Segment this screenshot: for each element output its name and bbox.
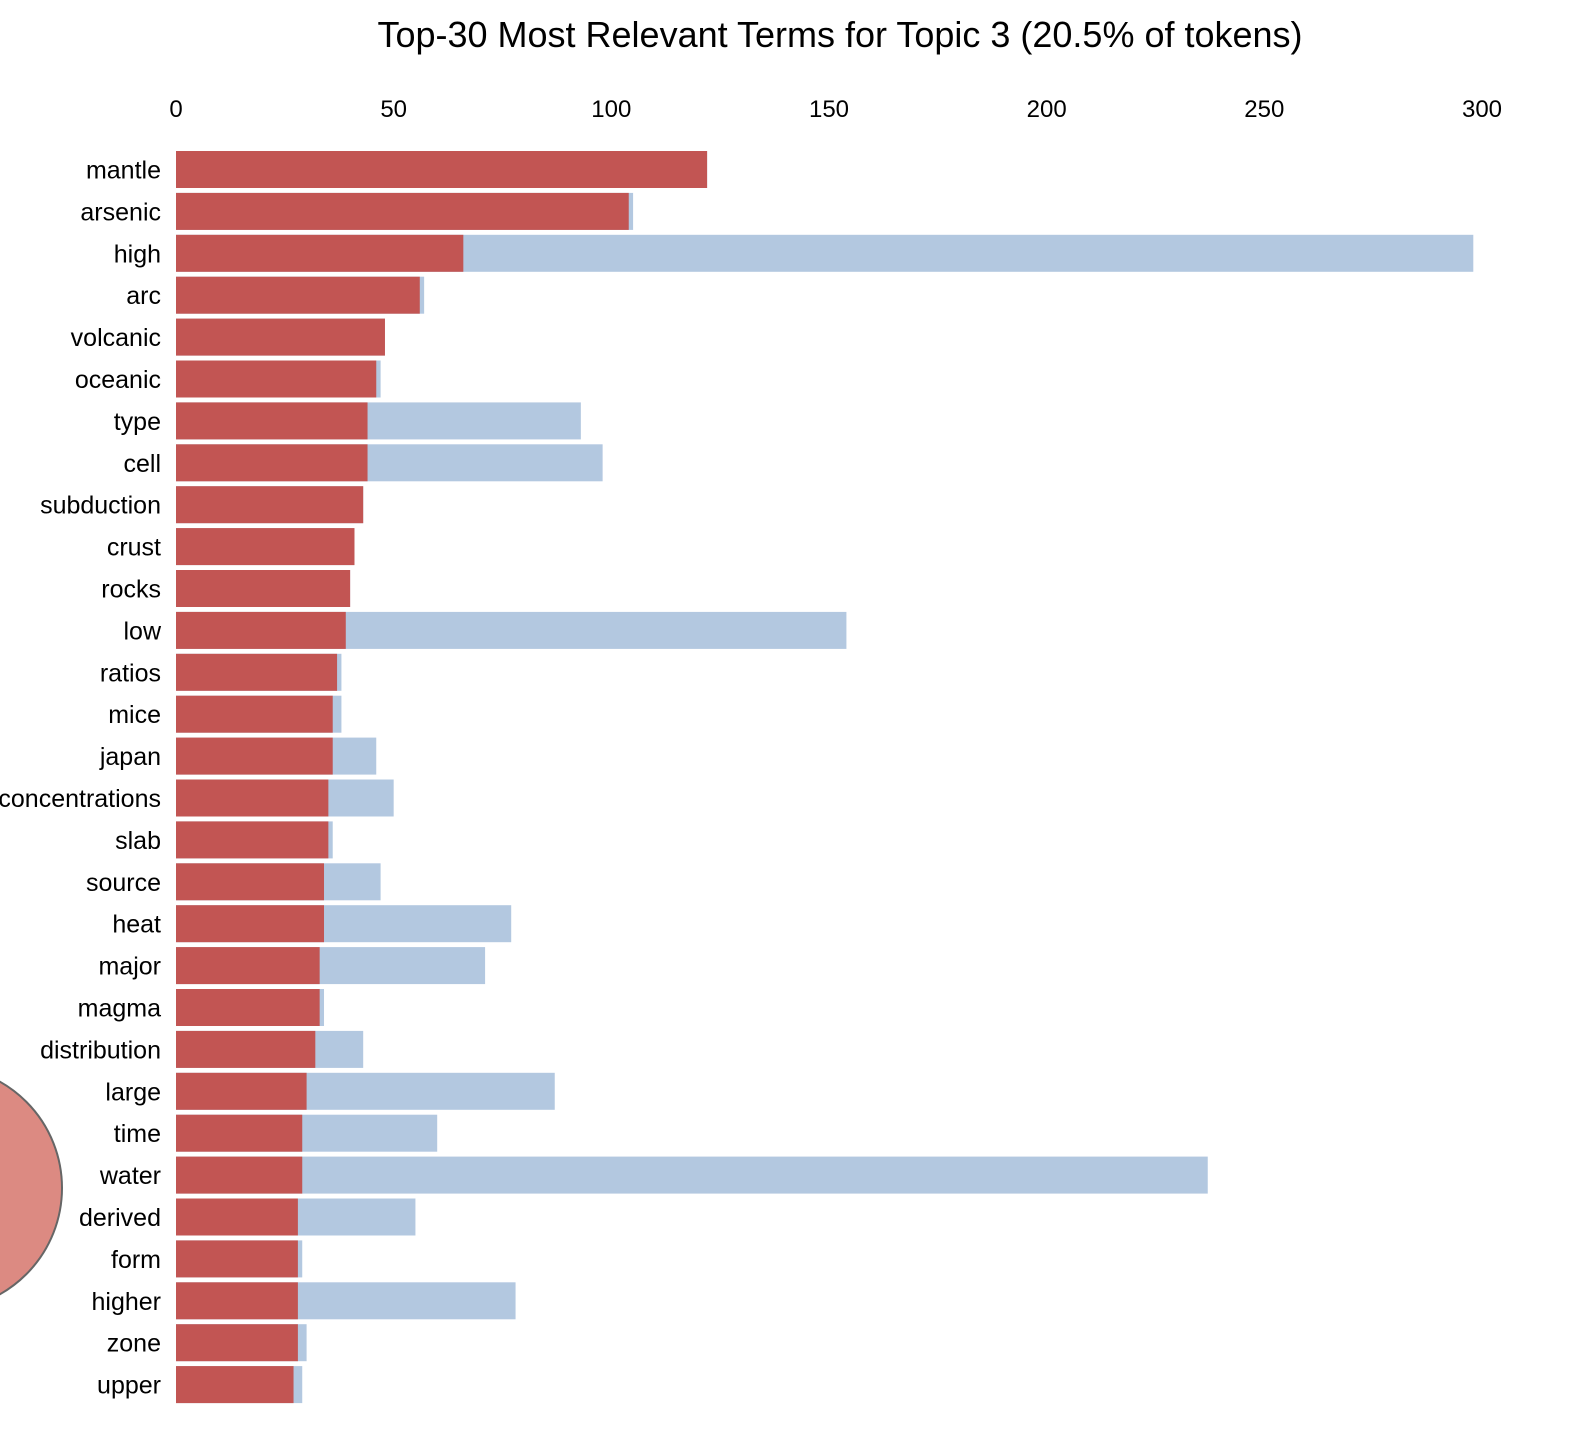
- term-label[interactable]: water: [99, 1162, 161, 1190]
- topic-bar[interactable]: [176, 905, 325, 943]
- topic-bar[interactable]: [176, 1198, 298, 1236]
- term-label[interactable]: volcanic: [71, 324, 161, 352]
- term-label[interactable]: arc: [126, 282, 161, 310]
- topic-bar[interactable]: [176, 318, 385, 356]
- x-axis: 0 50 100 150 200 250 300: [169, 96, 1502, 123]
- topic-bar[interactable]: [176, 486, 364, 524]
- term-label[interactable]: rocks: [101, 576, 161, 604]
- topic-bar[interactable]: [176, 276, 420, 314]
- topic-bar[interactable]: [176, 402, 368, 440]
- x-tick-label: 0: [169, 96, 182, 123]
- term-label[interactable]: cell: [123, 450, 161, 478]
- topic-bar[interactable]: [176, 151, 708, 188]
- term-label[interactable]: derived: [79, 1204, 161, 1232]
- topic-bar[interactable]: [176, 1282, 298, 1320]
- term-label[interactable]: crust: [107, 534, 161, 562]
- x-tick-label: 100: [591, 96, 631, 123]
- term-label[interactable]: large: [105, 1078, 161, 1106]
- chart-title: Top-30 Most Relevant Terms for Topic 3 (…: [377, 14, 1303, 55]
- x-tick-label: 150: [809, 96, 849, 123]
- topic-bar[interactable]: [176, 947, 320, 985]
- topic-bar[interactable]: [176, 360, 377, 398]
- term-label[interactable]: magma: [78, 995, 161, 1023]
- bars: [176, 151, 1474, 1404]
- topic-bar[interactable]: [176, 234, 464, 272]
- term-label[interactable]: subduction: [40, 492, 161, 520]
- term-label[interactable]: mice: [108, 701, 161, 729]
- term-label[interactable]: low: [123, 617, 161, 645]
- topic-bar[interactable]: [176, 653, 338, 691]
- topic-bar[interactable]: [176, 989, 320, 1026]
- term-labels: mantle arsenic high arc volcanic oceanic type c…: [0, 157, 162, 1400]
- term-label[interactable]: mantle: [86, 157, 161, 185]
- term-label[interactable]: ratios: [100, 659, 161, 687]
- term-label[interactable]: major: [98, 953, 161, 981]
- topic-bar[interactable]: [176, 1072, 307, 1110]
- term-label[interactable]: heat: [112, 911, 161, 939]
- overall-bar[interactable]: [176, 1156, 1208, 1194]
- topic-bar[interactable]: [176, 570, 351, 607]
- topic-bar[interactable]: [176, 444, 368, 482]
- topic-bar[interactable]: [176, 695, 333, 733]
- topic-bar[interactable]: [176, 737, 333, 775]
- x-tick-label: 300: [1462, 96, 1502, 123]
- topic-bar[interactable]: [176, 611, 346, 649]
- term-label[interactable]: oceanic: [75, 366, 161, 394]
- term-label[interactable]: concentrations: [0, 785, 161, 813]
- term-label[interactable]: zone: [107, 1330, 161, 1358]
- term-label[interactable]: high: [114, 240, 161, 268]
- term-label[interactable]: time: [114, 1120, 161, 1148]
- term-label[interactable]: slab: [115, 827, 161, 855]
- topic-bar[interactable]: [176, 821, 329, 859]
- term-label[interactable]: form: [111, 1246, 161, 1274]
- term-label[interactable]: source: [86, 869, 161, 897]
- topic-bar[interactable]: [176, 1366, 294, 1404]
- topic-bar[interactable]: [176, 1156, 303, 1194]
- topic-bar[interactable]: [176, 1324, 298, 1362]
- term-label[interactable]: upper: [97, 1372, 161, 1400]
- topic-bar[interactable]: [176, 1030, 316, 1068]
- topic-bar[interactable]: [176, 192, 629, 230]
- topic-bar[interactable]: [176, 1114, 303, 1152]
- topic-bar[interactable]: [176, 528, 355, 566]
- x-tick-label: 250: [1244, 96, 1284, 123]
- term-label[interactable]: arsenic: [80, 198, 161, 226]
- term-label[interactable]: japan: [99, 743, 161, 771]
- term-label[interactable]: higher: [92, 1288, 162, 1316]
- term-label[interactable]: distribution: [40, 1036, 161, 1064]
- topic-bar[interactable]: [176, 1240, 298, 1278]
- topic-bar[interactable]: [176, 779, 329, 817]
- term-label[interactable]: type: [114, 408, 161, 436]
- x-tick-label: 200: [1027, 96, 1067, 123]
- topic-bubble[interactable]: [0, 1066, 63, 1310]
- x-tick-label: 50: [380, 96, 407, 123]
- topic-bar[interactable]: [176, 863, 325, 901]
